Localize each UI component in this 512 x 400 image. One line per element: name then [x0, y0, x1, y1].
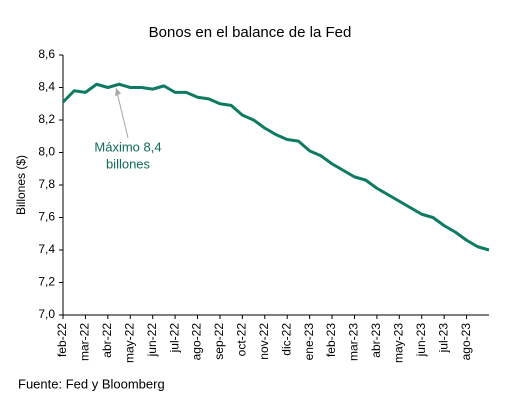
- y-tick-label: 7,4: [38, 242, 55, 256]
- x-tick-label: jul-23: [436, 323, 450, 354]
- x-tick-label: jun-22: [145, 323, 159, 358]
- x-tick-label: ago-23: [459, 323, 473, 361]
- y-axis-label: Billones ($): [14, 155, 28, 215]
- y-tick-label: 8,4: [38, 80, 55, 94]
- y-tick-label: 7,8: [38, 177, 55, 191]
- x-tick-label: ene-23: [302, 323, 316, 361]
- y-tick-label: 7,2: [38, 275, 55, 289]
- chart-title: Bonos en el balance de la Fed: [149, 24, 352, 41]
- annotation: Máximo 8,4: [94, 139, 161, 154]
- x-tick-label: jul-22: [167, 323, 181, 354]
- annotation-arrow: [115, 88, 129, 139]
- y-tick-label: 7,0: [38, 307, 55, 321]
- x-tick-label: mar-22: [78, 323, 92, 361]
- x-tick-label: oct-22: [235, 323, 249, 357]
- annotation-arrowhead: [115, 88, 122, 97]
- x-tick-label: sep-22: [212, 323, 226, 360]
- x-tick-label: may-22: [122, 323, 136, 363]
- x-tick-label: mar-23: [347, 323, 361, 361]
- y-tick-label: 8,0: [38, 145, 55, 159]
- y-tick-label: 7,6: [38, 210, 55, 224]
- x-tick-label: abr-23: [369, 323, 383, 358]
- x-tick-label: dic-22: [279, 323, 293, 356]
- x-tick-label: feb-23: [324, 323, 338, 357]
- x-tick-label: ago-22: [190, 323, 204, 361]
- x-tick-label: jun-23: [414, 323, 428, 358]
- x-tick-label: nov-22: [257, 323, 271, 360]
- line: [61, 82, 490, 252]
- annotation: billones: [106, 156, 151, 171]
- x-tick-label: may-23: [391, 323, 405, 363]
- source: Fuente: Fed y Bloomberg: [18, 376, 165, 391]
- x-tick-label: feb-22: [55, 323, 69, 357]
- x-tick-label: abr-22: [100, 323, 114, 358]
- y-tick-label: 8,2: [38, 112, 55, 126]
- y-tick-label: 8,6: [38, 47, 55, 61]
